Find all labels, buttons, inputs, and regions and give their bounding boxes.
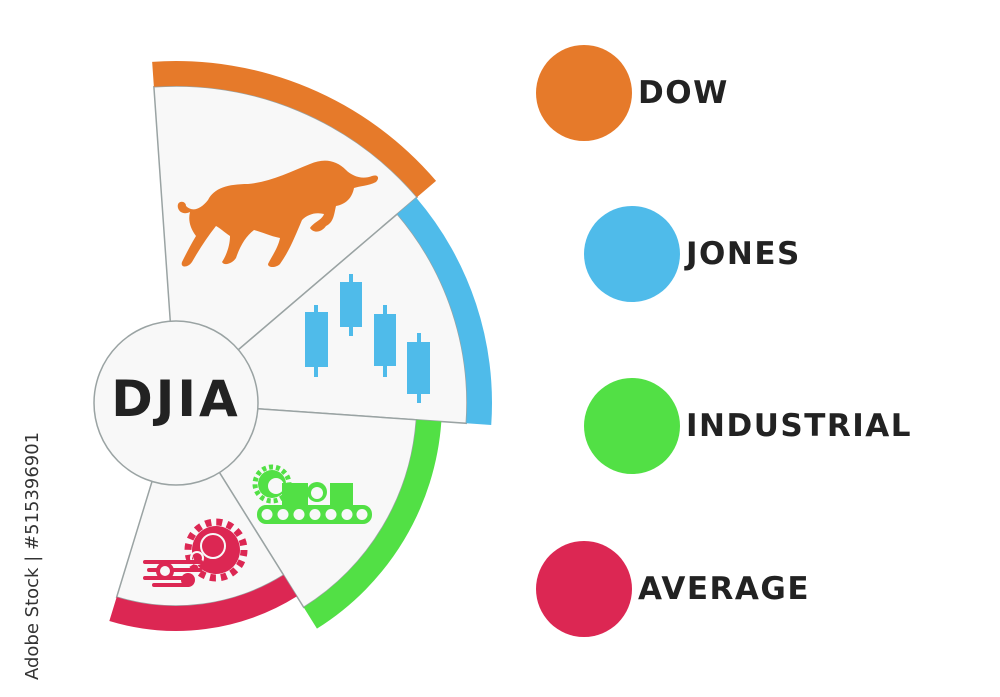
arc-band-dow	[152, 61, 437, 198]
gears-icon	[143, 518, 248, 587]
legend-item-jones: JONES	[584, 206, 801, 302]
center-label: DJIA	[111, 370, 241, 428]
center-circle	[93, 320, 259, 486]
stock-id-text: Adobe Stock | #515396901	[22, 431, 43, 680]
candlestick-chart-icon	[305, 274, 430, 403]
legend-dot	[536, 45, 632, 141]
legend-item-industrial: INDUSTRIAL	[584, 378, 912, 474]
legend-label: DOW	[638, 75, 729, 111]
legend-dot	[584, 206, 680, 302]
arc-band-industrial	[303, 419, 442, 629]
arc-band-jones	[397, 197, 492, 426]
arc-band-average	[109, 575, 297, 631]
legend-dot	[584, 378, 680, 474]
legend-label: AVERAGE	[638, 571, 811, 607]
legend-label: JONES	[686, 236, 801, 272]
bull-icon	[177, 160, 379, 267]
conveyor-belt-icon	[252, 464, 372, 524]
legend-label: INDUSTRIAL	[686, 408, 913, 444]
legend-item-dow: DOW	[536, 45, 729, 141]
legend-item-average: AVERAGE	[536, 541, 810, 637]
legend-dot	[536, 541, 632, 637]
